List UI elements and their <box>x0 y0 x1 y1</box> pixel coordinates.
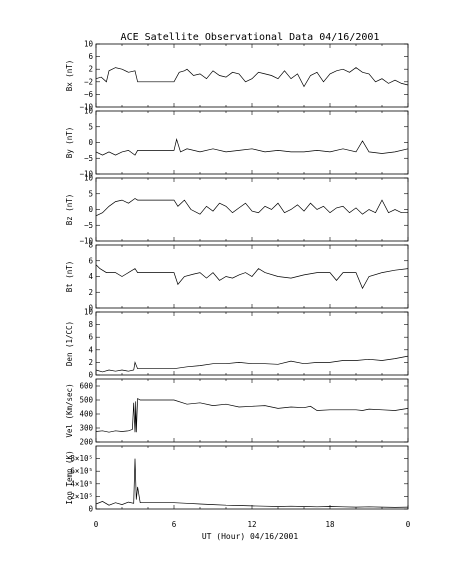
y-tick-label: 500 <box>79 396 93 405</box>
y-tick-label: −10 <box>79 103 93 112</box>
y-axis-label-den: Den (1/CC) <box>65 321 74 366</box>
y-tick-label: 400 <box>79 410 93 419</box>
panel-bx: 10 6 2 −2 −6 −10 Bx (nT) <box>65 40 409 112</box>
y-tick-label: −10 <box>79 237 93 246</box>
x-axis-label: UT (Hour) 04/16/2001 <box>202 532 299 541</box>
y-tick-label: 0 <box>88 205 93 214</box>
x-tick-label: 12 <box>247 520 256 529</box>
panel-den: 10 8 6 4 2 0 Den (1/CC) <box>65 308 409 380</box>
panel-vel: 600 500 400 300 200 Vel (Km/sec) <box>65 378 409 447</box>
y-axis-label-bz: Bz (nT) <box>65 194 74 226</box>
panel-bz: 10 5 0 −5 −10 Bz (nT) <box>65 174 409 246</box>
y-tick-label: 0 <box>88 304 93 313</box>
y-tick-label: 6 <box>88 52 93 61</box>
y-tick-label: 0 <box>88 138 93 147</box>
panel-frame <box>95 311 409 376</box>
y-tick-label: 10 <box>84 308 94 317</box>
chart-title: ACE Satellite Observational Data 04/16/2… <box>121 32 380 43</box>
y-tick-label: 300 <box>79 424 93 433</box>
y-tick-label: 0 <box>88 505 93 514</box>
y-tick-label: 6 <box>88 256 93 265</box>
y-tick-label: 4 <box>88 345 93 354</box>
y-tick-label: 6 <box>88 333 93 342</box>
y-axis-label-temp: Ion Temp (K) <box>65 450 74 504</box>
y-tick-label: 600 <box>79 382 93 391</box>
y-tick-label: 8 <box>88 320 93 329</box>
y-tick-label: −2 <box>84 77 93 86</box>
x-tick-label: 0 <box>406 520 411 529</box>
x-tick-label: 18 <box>325 520 335 529</box>
x-tick-label: 0 <box>94 520 99 529</box>
y-tick-label: 2 <box>88 288 93 297</box>
y-tick-label: 4×10⁵ <box>70 479 93 488</box>
y-tick-label: 8×10⁵ <box>70 454 93 463</box>
series-bz <box>95 198 408 217</box>
x-tick-label: 6 <box>172 520 177 529</box>
series-bt <box>95 264 409 290</box>
y-tick-label: 2 <box>88 65 93 74</box>
y-tick-label: 2 <box>88 358 93 367</box>
y-tick-label: 2×10⁵ <box>70 492 93 501</box>
series-den <box>95 355 409 373</box>
series-bx <box>95 67 409 88</box>
panel-frame <box>95 43 409 108</box>
series-vel <box>95 398 409 433</box>
y-tick-label: −6 <box>84 90 94 99</box>
y-tick-label: 10 <box>84 107 94 116</box>
y-tick-label: 0 <box>88 371 93 380</box>
panel-by: 10 5 0 −5 −10 By (nT) <box>65 107 409 179</box>
y-tick-label: 8 <box>88 241 93 250</box>
y-tick-label: 6×10⁵ <box>70 467 93 476</box>
series-temp <box>95 458 409 508</box>
y-tick-label: 4 <box>88 272 93 281</box>
panel-frame <box>95 445 409 510</box>
y-tick-label: 200 <box>79 438 93 447</box>
y-tick-label: 10 <box>84 174 94 183</box>
y-axis-label-bx: Bx (nT) <box>65 60 74 92</box>
panel-frame <box>95 177 409 242</box>
y-tick-label: 5 <box>88 122 93 131</box>
y-tick-label: −5 <box>84 221 93 230</box>
panels-group: 10 6 2 −2 −6 −10 Bx (nT) 10 5 0 −5 −10 By (nT) 10 5 0 −5… <box>65 40 409 514</box>
y-tick-label: −5 <box>84 154 93 163</box>
y-tick-label: −10 <box>79 170 93 179</box>
panel-bt: 8 6 4 2 0 Bt (nT) <box>65 241 409 313</box>
panel-temp: 8×10⁵ 6×10⁵ 4×10⁵ 2×10⁵ 0 Ion Temp (K) <box>65 445 409 514</box>
y-tick-label: 10 <box>84 40 94 49</box>
y-axis-label-by: By (nT) <box>65 127 74 159</box>
y-axis-label-vel: Vel (Km/sec) <box>65 383 74 437</box>
y-tick-label: 5 <box>88 189 93 198</box>
series-by <box>95 137 409 156</box>
x-tick-labels: 0 6 12 18 0 <box>94 520 411 529</box>
y-axis-label-bt: Bt (nT) <box>65 261 74 293</box>
